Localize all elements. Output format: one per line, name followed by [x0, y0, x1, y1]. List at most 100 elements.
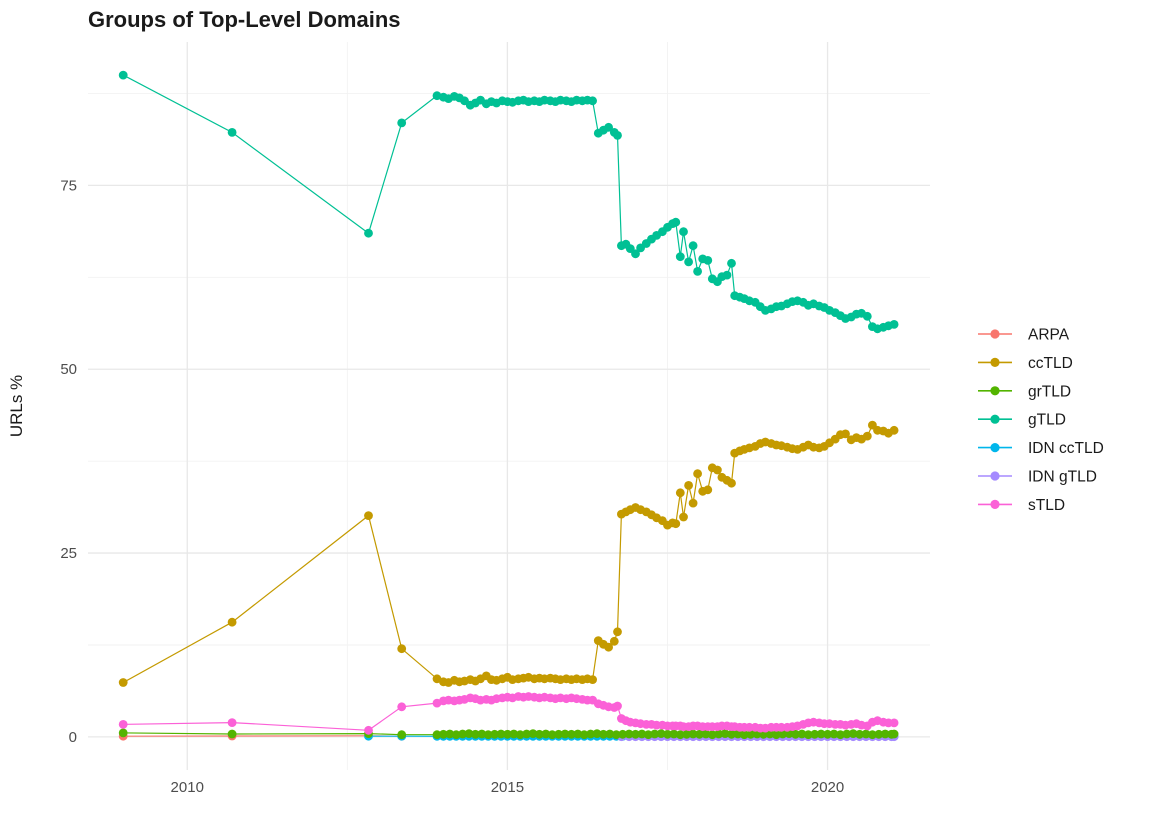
data-point-stld: [613, 701, 622, 711]
data-point-cctld: [118, 678, 128, 687]
data-point-grtld: [477, 729, 487, 739]
x-axis-tick-labels: 2010 2015 2020: [171, 779, 845, 796]
data-point-cctld: [604, 642, 613, 652]
chart-title: Groups of Top-Level Domains: [88, 7, 401, 32]
legend-key-point-gtld: [990, 414, 1000, 424]
data-point-cctld: [684, 481, 693, 490]
data-point-grtld: [874, 729, 884, 739]
data-point-grtld: [227, 729, 237, 739]
data-point-grtld: [490, 729, 499, 739]
data-point-grtld: [797, 729, 807, 739]
data-point-cctld: [613, 627, 622, 637]
data-point-gtld: [862, 311, 872, 321]
data-point-grtld: [586, 729, 595, 739]
data-point-grtld: [397, 730, 407, 740]
data-point-grtld: [624, 729, 634, 739]
data-point-grtld: [656, 729, 666, 738]
data-point-grtld: [464, 729, 474, 738]
data-point-cctld: [675, 488, 685, 498]
data-point-stld: [397, 702, 407, 712]
series-line-gtld: [122, 74, 895, 330]
data-point-gtld: [397, 118, 407, 128]
data-point-gtld: [631, 249, 640, 259]
data-point-cctld: [889, 425, 899, 435]
data-point-grtld: [439, 729, 448, 739]
data-point-cctld: [841, 429, 850, 439]
data-point-cctld: [588, 675, 597, 684]
data-point-grtld: [522, 729, 531, 739]
legend-label-idn-cctld: IDN ccTLD: [1028, 440, 1104, 457]
data-point-grtld: [720, 729, 730, 738]
data-point-grtld: [714, 729, 724, 739]
y-tick-label: 75: [60, 177, 77, 194]
data-point-grtld: [701, 729, 711, 739]
data-point-cctld: [693, 469, 702, 479]
data-point-grtld: [483, 730, 493, 740]
legend-key-point-idn-gtld: [990, 471, 1000, 481]
data-point-stld: [364, 725, 373, 735]
data-point-grtld: [631, 729, 640, 739]
grid-minor-layer: [88, 42, 930, 770]
series-stld: [118, 692, 899, 735]
data-point-stld: [227, 718, 237, 727]
data-point-grtld: [663, 729, 672, 739]
legend-key-point-idn-cctld: [990, 443, 1000, 453]
data-point-grtld: [451, 730, 461, 740]
data-point-grtld: [733, 729, 743, 739]
legend-label-cctld: ccTLD: [1028, 355, 1073, 372]
series-gtld: [118, 70, 899, 334]
legend-item-grtld: grTLD: [978, 383, 1071, 400]
data-point-grtld: [739, 730, 749, 740]
data-point-grtld: [118, 728, 128, 738]
data-point-grtld: [848, 729, 858, 738]
data-point-grtld: [810, 729, 820, 739]
legend-item-stld: sTLD: [978, 497, 1065, 514]
legend-label-idn-gtld: IDN gTLD: [1028, 469, 1097, 486]
legend-label-gtld: gTLD: [1028, 412, 1066, 429]
data-point-gtld: [364, 228, 373, 238]
y-tick-label: 0: [69, 729, 77, 746]
data-point-grtld: [861, 729, 871, 739]
data-point-grtld: [682, 729, 692, 739]
legend-key-point-cctld: [990, 357, 1000, 367]
data-point-grtld: [528, 729, 538, 738]
data-point-grtld: [816, 729, 826, 739]
data-point-grtld: [823, 729, 832, 739]
data-point-grtld: [842, 729, 852, 739]
data-point-grtld: [695, 729, 704, 739]
data-point-grtld: [889, 729, 899, 739]
data-point-stld: [118, 720, 128, 729]
data-point-grtld: [541, 729, 551, 739]
series-cctld: [118, 420, 899, 687]
data-point-grtld: [880, 729, 890, 739]
data-point-grtld: [829, 729, 839, 739]
data-point-gtld: [703, 256, 713, 265]
legend-item-cctld: ccTLD: [978, 355, 1073, 372]
data-point-cctld: [703, 485, 713, 495]
data-point-grtld: [675, 730, 685, 740]
data-point-grtld: [618, 729, 628, 739]
data-point-grtld: [599, 729, 608, 739]
data-point-grtld: [791, 729, 800, 739]
data-point-gtld: [227, 127, 237, 137]
data-point-cctld: [671, 519, 681, 529]
data-point-grtld: [567, 729, 576, 739]
data-point-grtld: [458, 729, 467, 739]
data-point-grtld: [445, 729, 455, 739]
data-point-gtld: [684, 257, 693, 267]
data-point-grtld: [727, 729, 736, 739]
data-point-grtld: [778, 729, 788, 739]
x-tick-label: 2020: [811, 779, 844, 796]
x-tick-label: 2010: [171, 779, 204, 796]
data-point-cctld: [227, 617, 237, 627]
legend-key-point-arpa: [990, 329, 1000, 339]
legend-label-grtld: grTLD: [1028, 383, 1071, 400]
data-point-grtld: [855, 729, 864, 739]
legend-label-arpa: ARPA: [1028, 327, 1070, 344]
data-point-cctld: [727, 478, 736, 488]
data-point-grtld: [554, 729, 563, 739]
data-point-cctld: [397, 644, 407, 654]
data-point-gtld: [604, 122, 613, 132]
data-point-grtld: [650, 729, 660, 739]
data-point-cctld: [688, 498, 698, 508]
